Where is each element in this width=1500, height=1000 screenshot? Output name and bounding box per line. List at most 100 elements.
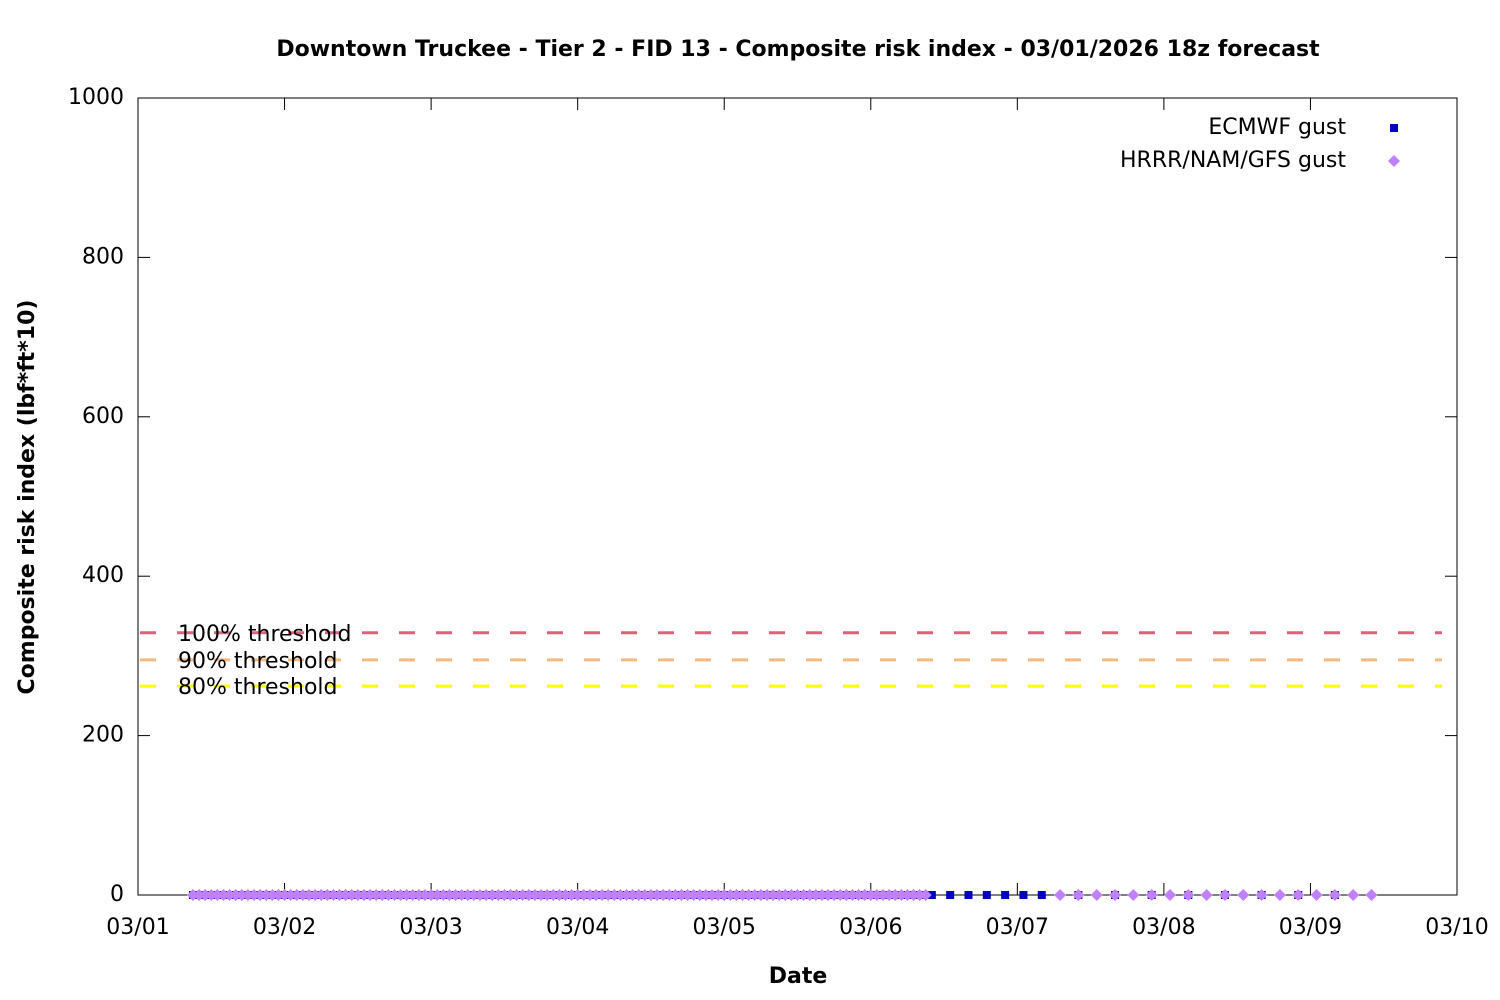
y-axis-title: Composite risk index (lbf*ft*10) [15, 300, 40, 695]
data-point [773, 889, 786, 901]
data-point [809, 889, 822, 901]
data-point [889, 889, 902, 901]
data-point [1090, 889, 1103, 901]
data-point [724, 889, 737, 901]
data-point [919, 889, 932, 901]
y-tick-label: 400 [82, 563, 124, 588]
x-tick-label: 03/04 [546, 915, 609, 940]
data-point [486, 889, 499, 901]
data-point [913, 889, 926, 901]
data-point [376, 889, 389, 901]
data-point [388, 889, 401, 901]
legend-label: ECMWF gust [1208, 115, 1346, 140]
x-tick-label: 03/06 [839, 915, 902, 940]
y-tick-label: 0 [110, 882, 124, 907]
data-point [443, 889, 456, 901]
data-point [461, 889, 474, 901]
data-point [400, 889, 413, 901]
data-point [535, 889, 548, 901]
data-point [834, 889, 847, 901]
data-point [1109, 889, 1122, 901]
x-tick-label: 03/07 [986, 915, 1049, 940]
data-point [577, 889, 590, 901]
x-tick-label: 03/03 [399, 915, 462, 940]
y-tick-label: 800 [82, 244, 124, 269]
data-point [205, 889, 218, 901]
data-point [296, 889, 309, 901]
data-point [412, 889, 425, 901]
data-point [1328, 889, 1341, 901]
legend-label: HRRR/NAM/GFS gust [1120, 148, 1346, 173]
data-point [718, 889, 731, 901]
x-tick-label: 03/10 [1425, 915, 1488, 940]
data-point [382, 889, 395, 901]
data-point [754, 889, 767, 901]
data-point [632, 889, 645, 901]
data-point [315, 889, 328, 901]
data-point [327, 889, 340, 901]
data-point [927, 891, 936, 899]
data-point [351, 889, 364, 901]
data-point [644, 889, 657, 901]
data-point [217, 889, 230, 901]
data-point [364, 889, 377, 901]
legend-marker [1390, 124, 1398, 132]
data-point [229, 889, 242, 901]
data-point [1037, 891, 1046, 899]
data-point [822, 889, 835, 901]
data-point [1365, 889, 1378, 901]
data-point [260, 889, 273, 901]
data-point [901, 889, 914, 901]
data-point [449, 889, 462, 901]
data-point [193, 889, 206, 901]
data-point [504, 889, 517, 901]
data-point [1273, 889, 1286, 901]
data-point [321, 889, 334, 901]
data-point [339, 889, 352, 901]
data-point [516, 889, 529, 901]
data-point [730, 889, 743, 901]
data-point [589, 889, 602, 901]
data-point [614, 889, 627, 901]
y-tick-label: 200 [82, 723, 124, 748]
data-point [302, 889, 315, 901]
data-point [1200, 889, 1213, 901]
data-point [907, 889, 920, 901]
data-point [284, 889, 297, 901]
data-point [1255, 889, 1268, 901]
data-point [235, 889, 248, 901]
data-point [1310, 889, 1323, 901]
data-point [1163, 889, 1176, 901]
data-point [1145, 889, 1158, 901]
data-point [779, 889, 792, 901]
data-point [425, 889, 438, 901]
data-point [596, 889, 609, 901]
data-point [455, 889, 468, 901]
data-point [760, 889, 773, 901]
data-point [583, 889, 596, 901]
x-tick-label: 03/01 [106, 915, 169, 940]
threshold-label: 80% threshold [178, 675, 338, 700]
data-point [248, 889, 261, 901]
data-point [1218, 889, 1231, 901]
data-point [1182, 889, 1195, 901]
data-point [870, 889, 883, 901]
data-point [638, 889, 651, 901]
data-point [852, 889, 865, 901]
data-point [370, 889, 383, 901]
data-point [309, 889, 322, 901]
data-point [278, 889, 291, 901]
legend-marker [1388, 155, 1400, 167]
data-point [553, 889, 566, 901]
x-tick-label: 03/08 [1132, 915, 1195, 940]
data-point [498, 889, 511, 901]
data-point [828, 889, 841, 901]
data-point [406, 889, 419, 901]
data-point [785, 889, 798, 901]
data-point [876, 889, 889, 901]
data-point [712, 889, 725, 901]
data-point [767, 889, 780, 901]
data-point [1237, 889, 1250, 901]
chart-title: Downtown Truckee - Tier 2 - FID 13 - Com… [276, 37, 1320, 62]
data-point [883, 889, 896, 901]
